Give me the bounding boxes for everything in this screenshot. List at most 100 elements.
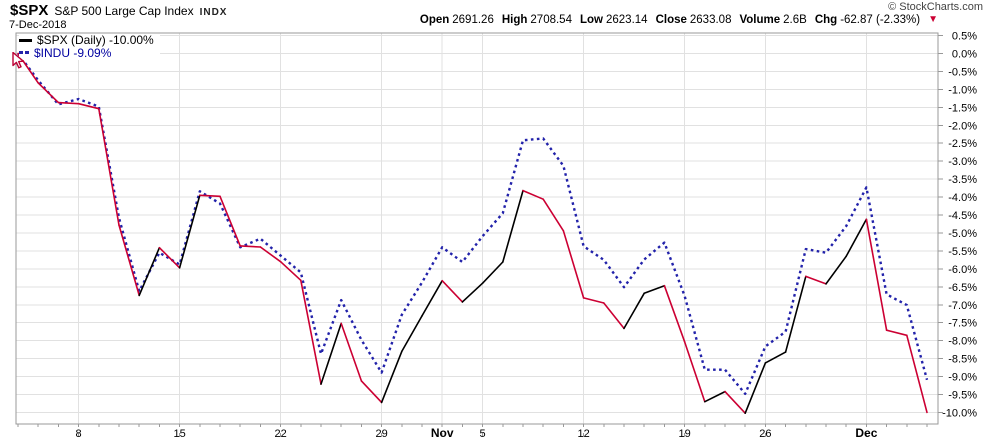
y-axis-label: -2.0% — [948, 120, 977, 132]
spx-line-segment — [501, 189, 524, 263]
spx-line-segment — [623, 292, 646, 330]
spx-line-segment — [441, 279, 464, 303]
y-axis-label: -8.0% — [948, 336, 977, 348]
symbol-label: $SPX — [10, 2, 49, 19]
legend-row-spx: $SPX (Daily) -10.00% — [19, 34, 154, 47]
spx-line-segment — [865, 218, 888, 332]
legend-spx-label: $SPX (Daily) -10.00% — [37, 33, 154, 47]
indu-dotted-line-swatch — [19, 51, 29, 55]
x-axis-label: 8 — [76, 428, 82, 438]
y-axis-label: -8.5% — [948, 354, 977, 366]
spx-line-segment — [764, 351, 787, 364]
x-axis-label: 12 — [577, 428, 589, 438]
x-axis-label: 22 — [274, 428, 286, 438]
y-axis-label: -7.0% — [948, 300, 977, 312]
spx-line-segment — [360, 380, 383, 404]
low-label: Low — [579, 14, 603, 26]
change-down-triangle-icon: ▼ — [928, 14, 938, 25]
spx-line-segment — [703, 390, 726, 403]
spx-solid-line-swatch — [19, 38, 32, 42]
y-axis-label: -6.0% — [948, 264, 977, 276]
y-axis-label: -3.0% — [948, 156, 977, 168]
y-axis-label: -2.5% — [948, 138, 977, 150]
spx-line-segment — [421, 279, 444, 317]
spx-line-segment — [380, 350, 403, 404]
spx-line-segment — [400, 315, 423, 353]
y-axis-label: -10.0% — [942, 407, 977, 419]
y-axis-label: 0.5% — [952, 31, 977, 43]
close-value: 2633.08 — [689, 14, 732, 26]
spx-line-segment — [158, 246, 181, 269]
chart-title: $SPX S&P 500 Large Cap Index INDX — [10, 2, 227, 20]
spx-line-segment — [239, 245, 262, 248]
chart-legend: $SPX (Daily) -10.00% $INDU -9.09% — [19, 34, 160, 60]
spx-line-segment — [37, 82, 60, 104]
spx-line-segment — [138, 246, 161, 297]
high-value: 2708.54 — [530, 14, 572, 26]
spx-line-segment — [98, 107, 120, 226]
spx-line-segment — [461, 282, 484, 303]
change-label: Chg — [814, 14, 838, 26]
y-axis-label: 0.0% — [952, 48, 977, 60]
legend-row-indu: $INDU -9.09% — [19, 45, 154, 60]
chart-date: 7-Dec-2018 — [9, 19, 67, 31]
x-axis-label: 29 — [375, 428, 387, 438]
y-axis-label: -3.5% — [948, 174, 977, 186]
plot-border — [15, 32, 939, 425]
spx-line-segment — [279, 260, 302, 282]
spx-line-segment — [663, 284, 686, 343]
quote-summary: Open 2691.26 High 2708.54 Low 2623.14 Close 263… — [420, 14, 938, 26]
copyright: © StockCharts.com — [888, 1, 983, 13]
low-value: 2623.14 — [605, 14, 648, 26]
spx-line-segment — [299, 279, 322, 385]
spx-line-segment — [340, 322, 363, 382]
spx-line-segment — [724, 390, 747, 415]
exchange-label: INDX — [199, 7, 228, 18]
high-label: High — [501, 14, 528, 26]
spx-line-segment — [784, 275, 807, 353]
spx-line-segment — [199, 194, 221, 198]
x-axis-label: 5 — [480, 428, 486, 438]
spx-line-segment — [825, 255, 848, 285]
spx-line-segment — [683, 340, 706, 403]
y-axis-label: -5.0% — [948, 228, 977, 240]
y-axis-label: -4.0% — [948, 192, 977, 204]
y-axis-label: -7.5% — [948, 318, 977, 330]
spx-line-segment — [481, 261, 504, 285]
volume-value: 2.6B — [783, 14, 807, 26]
mouse-cursor-icon — [12, 52, 25, 69]
y-axis-label: -9.5% — [948, 390, 977, 402]
x-axis-label: 15 — [173, 428, 185, 438]
spx-line-segment — [885, 329, 908, 337]
open-value: 2691.26 — [452, 14, 494, 26]
spx-line-segment — [542, 198, 565, 232]
y-axis-label: -4.5% — [948, 210, 977, 222]
spx-line-segment — [744, 362, 767, 415]
spx-line-segment — [118, 224, 140, 297]
spx-line-segment — [602, 302, 625, 330]
spx-line-segment — [522, 189, 545, 200]
y-axis-label: -6.5% — [948, 282, 977, 294]
spx-line-segment — [320, 322, 343, 385]
spx-line-segment — [259, 246, 282, 263]
y-axis-label: -9.0% — [948, 372, 977, 384]
y-axis-label: -1.5% — [948, 102, 977, 114]
spx-line-segment — [905, 334, 928, 414]
spx-line-segment — [643, 284, 666, 295]
spx-line-segment — [57, 101, 80, 105]
change-value: -62.87 (-2.33%) — [840, 14, 921, 26]
open-label: Open — [419, 14, 450, 26]
x-axis-label: 19 — [678, 428, 690, 438]
x-axis-label: Dec — [855, 426, 877, 438]
index-name: S&P 500 Large Cap Index — [54, 4, 194, 18]
spx-line-segment — [219, 195, 241, 247]
legend-indu-label: $INDU -9.09% — [34, 45, 112, 60]
close-label: Close — [655, 14, 687, 26]
y-axis-label: -1.0% — [948, 84, 977, 96]
indu-line — [17, 52, 929, 395]
spx-line-segment — [562, 230, 585, 299]
y-axis-label: -0.5% — [948, 66, 977, 78]
spx-line-segment — [77, 102, 100, 110]
